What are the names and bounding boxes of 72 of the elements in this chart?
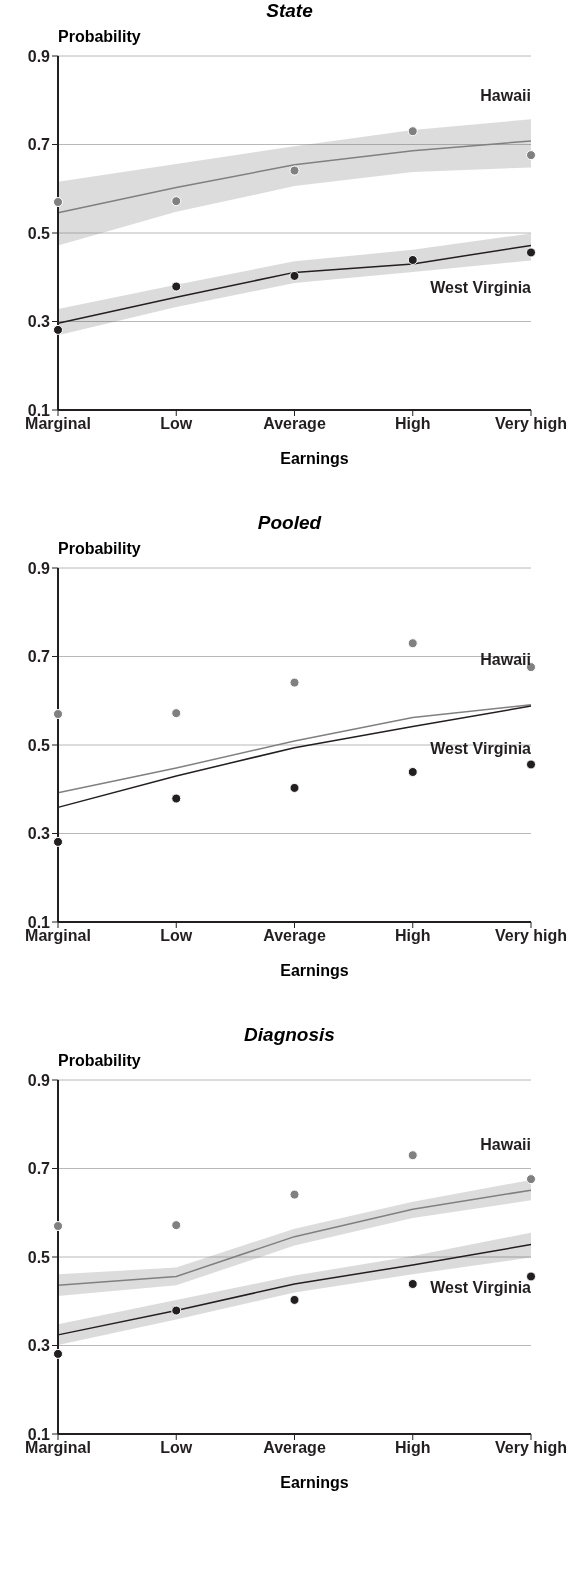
text: Hawaii	[480, 86, 531, 104]
point	[289, 165, 300, 176]
y-tick-label: 0.3	[27, 825, 51, 843]
point	[407, 126, 418, 137]
x-tick-label: Marginal	[25, 1439, 91, 1457]
x-tick-label: Average	[263, 927, 326, 945]
x-axis-title: Earnings	[279, 962, 350, 980]
point	[171, 1220, 182, 1231]
point	[526, 150, 536, 161]
x-tick-label: Very high	[494, 1439, 568, 1457]
x-tick-label: Average	[263, 1439, 326, 1457]
y-tick-label: 0.9	[27, 1071, 51, 1089]
y-axis-title: Probability	[58, 28, 142, 46]
point	[171, 196, 182, 207]
series-label: West Virginia	[430, 740, 532, 758]
line-series	[57, 140, 532, 214]
y-tick-label: 0.7	[27, 1160, 51, 1178]
x-tick-label: Very high	[494, 927, 568, 945]
y-tick-label: 0.5	[27, 1248, 51, 1266]
point	[53, 197, 63, 208]
series-label: West Virginia	[430, 1278, 532, 1296]
y-tick-label: 0.3	[27, 1337, 51, 1355]
x-tick-label: Marginal	[25, 927, 91, 945]
y-tick-label: 0.5	[27, 224, 51, 242]
point	[171, 1305, 182, 1316]
point	[526, 1174, 536, 1185]
chart-title: State	[265, 0, 314, 22]
series-label: West Virginia	[430, 279, 532, 297]
point	[289, 1294, 300, 1305]
point	[526, 247, 536, 258]
y-tick-label: 0.7	[27, 136, 51, 154]
point	[407, 254, 418, 265]
point	[526, 759, 536, 770]
point	[53, 836, 63, 847]
y-tick-label: 0.5	[27, 736, 51, 754]
point	[289, 270, 300, 281]
point	[171, 793, 182, 804]
x-axis-title: Earnings	[279, 450, 350, 468]
x-tick-label: High	[394, 415, 431, 433]
x-tick-label: High	[394, 927, 431, 945]
x-tick-label: Low	[160, 1439, 193, 1457]
x-tick-label: Very high	[494, 415, 568, 433]
chart-title: Pooled	[256, 512, 323, 534]
text: Hawaii	[480, 650, 531, 668]
y-tick-label: 0.3	[27, 313, 51, 331]
point	[407, 1278, 418, 1289]
chart-title: Diagnosis	[243, 1024, 336, 1046]
point	[171, 708, 182, 719]
point	[289, 677, 300, 688]
point	[289, 782, 300, 793]
y-tick-label: 0.9	[27, 47, 51, 65]
point	[53, 709, 63, 720]
point	[53, 1348, 63, 1359]
x-tick-label: Low	[160, 927, 193, 945]
x-tick-label: Average	[263, 415, 326, 433]
point	[526, 1271, 536, 1282]
y-axis-title: Probability	[58, 1052, 142, 1070]
text: Hawaii	[480, 1136, 531, 1154]
x-tick-label: Low	[160, 415, 193, 433]
y-tick-label: 0.7	[27, 648, 51, 666]
point	[171, 281, 182, 292]
point	[407, 638, 418, 649]
point	[407, 766, 418, 777]
y-tick-label: 0.9	[27, 559, 51, 577]
point	[289, 1189, 300, 1200]
point	[53, 1221, 63, 1232]
x-tick-label: High	[394, 1439, 431, 1457]
x-tick-label: Marginal	[25, 415, 91, 433]
y-axis-title: Probability	[58, 540, 142, 558]
line-series	[57, 703, 532, 794]
x-axis-title: Earnings	[279, 1474, 350, 1492]
point	[407, 1150, 418, 1161]
